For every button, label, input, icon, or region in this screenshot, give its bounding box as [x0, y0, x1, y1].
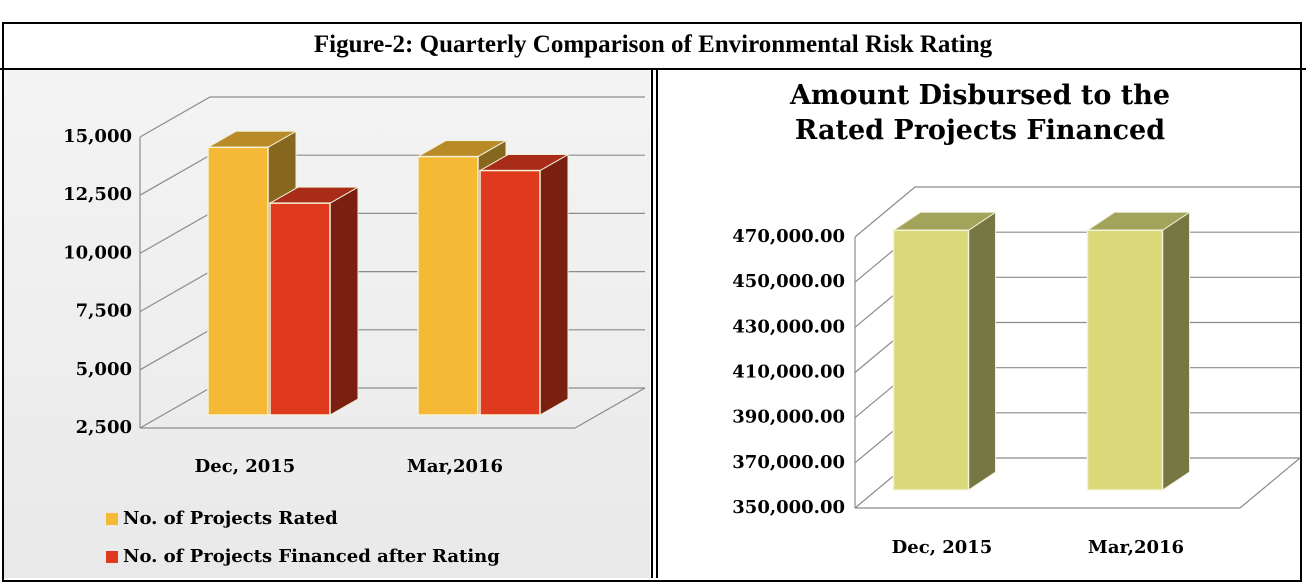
bar: [269, 202, 331, 416]
legend-label: No. of Projects Financed after Rating: [123, 546, 500, 567]
y-tick-label: 350,000.00: [732, 497, 845, 518]
y-tick-label: 7,500: [76, 301, 132, 322]
y-tick-label: 15,000: [63, 126, 132, 147]
x-tick-label: Dec, 2015: [892, 537, 993, 558]
bar-side: [1162, 211, 1190, 491]
floor: [855, 457, 1301, 509]
divider: [651, 70, 658, 578]
y-tick-label: 12,500: [63, 184, 132, 205]
y-tick-label: 370,000.00: [732, 452, 845, 473]
x-tick-label: Mar,2016: [1088, 537, 1184, 558]
y-tick-label: 410,000.00: [732, 362, 845, 383]
bar: [479, 169, 541, 416]
chart-title: Amount Disbursed to the Rated Projects F…: [789, 80, 1171, 146]
bar-side: [329, 186, 359, 416]
x-tick-label: Mar,2016: [407, 456, 503, 477]
grid-line: [139, 96, 645, 138]
bar-side: [968, 211, 996, 491]
y-tick-label: 470,000.00: [732, 226, 845, 247]
y-tick-label: 2,500: [76, 417, 132, 438]
legend-swatch: [106, 513, 118, 525]
figure-title: Figure-2: Quarterly Comparison of Enviro…: [0, 22, 1306, 70]
legend-label: No. of Projects Rated: [123, 508, 338, 529]
legend-swatch: [106, 551, 118, 563]
y-tick-label: 430,000.00: [732, 316, 845, 337]
y-tick-label: 5,000: [76, 359, 132, 380]
y-tick-label: 10,000: [63, 242, 132, 263]
bar: [892, 229, 970, 491]
bar-side: [539, 153, 569, 416]
bar: [417, 155, 479, 416]
floor: [140, 387, 646, 429]
y-tick-label: 390,000.00: [732, 407, 845, 428]
bar: [1086, 229, 1164, 491]
bar: [207, 146, 269, 416]
grid-line: [854, 186, 1300, 238]
y-tick-label: 450,000.00: [732, 271, 845, 292]
x-tick-label: Dec, 2015: [195, 456, 296, 477]
